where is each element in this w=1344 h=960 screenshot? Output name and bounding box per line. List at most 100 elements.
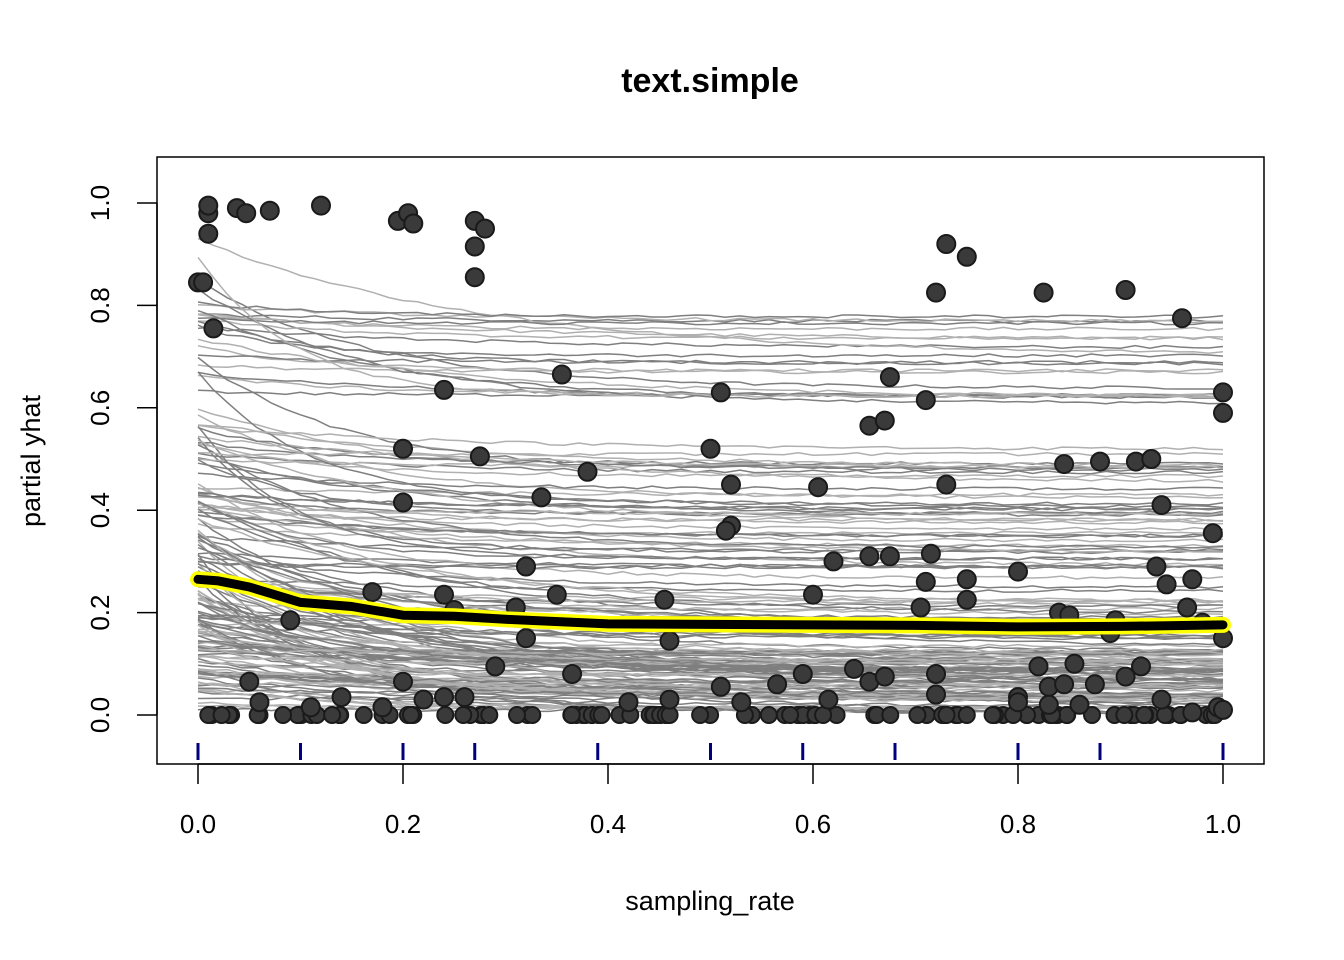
data-point bbox=[485, 656, 506, 677]
y-tick-label: 0.2 bbox=[85, 595, 115, 631]
ice-curve bbox=[197, 483, 1224, 580]
data-point bbox=[413, 689, 434, 710]
data-point bbox=[516, 556, 536, 577]
data-point bbox=[239, 671, 260, 692]
data-point bbox=[1115, 666, 1136, 687]
ice-curve bbox=[197, 492, 1224, 543]
data-point bbox=[715, 520, 736, 541]
baseline-point bbox=[508, 706, 526, 724]
x-tick-label: 0.6 bbox=[795, 809, 831, 839]
data-point bbox=[823, 551, 844, 572]
y-tick-label: 0.8 bbox=[85, 287, 115, 323]
data-point bbox=[372, 697, 393, 718]
pdp-curve-line bbox=[193, 574, 1228, 632]
data-point bbox=[434, 584, 454, 605]
data-point bbox=[1054, 674, 1075, 695]
ice-curve bbox=[197, 356, 1224, 472]
ice-curve bbox=[197, 533, 1224, 673]
data-point bbox=[1090, 451, 1110, 472]
data-point bbox=[936, 234, 957, 254]
baseline-point bbox=[1083, 706, 1101, 724]
baseline-point bbox=[402, 706, 420, 724]
baseline-point bbox=[1156, 706, 1174, 724]
data-point bbox=[659, 689, 680, 710]
y-axis-label: partial yhat bbox=[16, 394, 46, 527]
baseline-point bbox=[212, 706, 231, 724]
data-point bbox=[1213, 402, 1233, 423]
data-point bbox=[792, 664, 813, 684]
data-point bbox=[844, 658, 864, 679]
data-point bbox=[546, 584, 567, 605]
data-point bbox=[1213, 382, 1233, 403]
data-point bbox=[203, 318, 224, 339]
ice-curve bbox=[197, 655, 1223, 666]
baseline-point bbox=[881, 706, 900, 724]
x-tick-label: 0.0 bbox=[180, 809, 216, 839]
data-point bbox=[915, 390, 936, 411]
data-point bbox=[1202, 523, 1223, 544]
baseline-point bbox=[983, 706, 1002, 724]
ice-curve bbox=[197, 324, 1224, 358]
data-point bbox=[259, 200, 280, 221]
data-point bbox=[710, 676, 731, 697]
ice-curve bbox=[197, 612, 1224, 673]
baseline-point bbox=[781, 706, 800, 724]
data-point bbox=[1054, 454, 1075, 475]
ice-curve bbox=[197, 610, 1224, 641]
data-point bbox=[1038, 694, 1059, 715]
ice-curve bbox=[197, 317, 1224, 326]
data-point bbox=[362, 582, 383, 603]
data-point bbox=[1115, 280, 1136, 300]
data-point bbox=[403, 213, 424, 234]
baseline-point bbox=[323, 706, 342, 724]
data-point bbox=[311, 195, 331, 216]
data-point bbox=[874, 666, 895, 687]
data-point bbox=[464, 267, 485, 288]
baseline-point bbox=[523, 706, 542, 724]
x-axis: 0.0 0.2 0.4 0.6 0.8 1.0 bbox=[180, 763, 1241, 839]
ice-curve bbox=[197, 500, 1224, 561]
ice-curve bbox=[197, 508, 1224, 554]
ice-curve bbox=[197, 561, 1224, 570]
ice-curve bbox=[197, 506, 1224, 531]
data-point bbox=[469, 446, 490, 467]
ice-curve bbox=[197, 560, 1224, 568]
data-point bbox=[516, 628, 536, 649]
data-point bbox=[198, 195, 219, 216]
data-point bbox=[300, 697, 321, 718]
data-point bbox=[1131, 656, 1151, 677]
data-point bbox=[818, 689, 839, 710]
data-point bbox=[562, 664, 583, 684]
ice-curve bbox=[197, 458, 1224, 517]
ice-curve bbox=[197, 326, 1224, 350]
ice-curve bbox=[197, 514, 1224, 539]
data-point bbox=[659, 630, 680, 651]
y-tick-label: 0.0 bbox=[85, 697, 115, 733]
ice-curve bbox=[197, 505, 1224, 517]
data-point bbox=[731, 692, 752, 713]
data-point bbox=[393, 671, 413, 692]
chart-title: text.simple bbox=[621, 62, 799, 100]
data-point bbox=[393, 492, 413, 513]
data-point bbox=[956, 589, 977, 610]
y-axis: 0.0 0.2 0.4 0.6 0.8 1.0 bbox=[85, 185, 158, 733]
data-point bbox=[808, 477, 829, 498]
data-point bbox=[710, 382, 731, 403]
data-point bbox=[767, 674, 788, 695]
baseline-point bbox=[1135, 706, 1154, 724]
data-point bbox=[454, 687, 475, 708]
ice-curve bbox=[197, 314, 1224, 340]
baseline-point bbox=[908, 706, 927, 724]
data-point bbox=[464, 236, 485, 257]
data-point bbox=[280, 610, 301, 631]
baseline-point bbox=[1115, 706, 1134, 724]
ice-curve bbox=[197, 424, 1224, 468]
data-point bbox=[1028, 656, 1049, 677]
data-point bbox=[920, 543, 941, 564]
baseline-point bbox=[354, 706, 373, 724]
ice-curve bbox=[197, 492, 1224, 512]
x-tick-label: 0.4 bbox=[590, 809, 626, 839]
data-point bbox=[910, 597, 931, 618]
observation-points bbox=[188, 195, 1233, 723]
